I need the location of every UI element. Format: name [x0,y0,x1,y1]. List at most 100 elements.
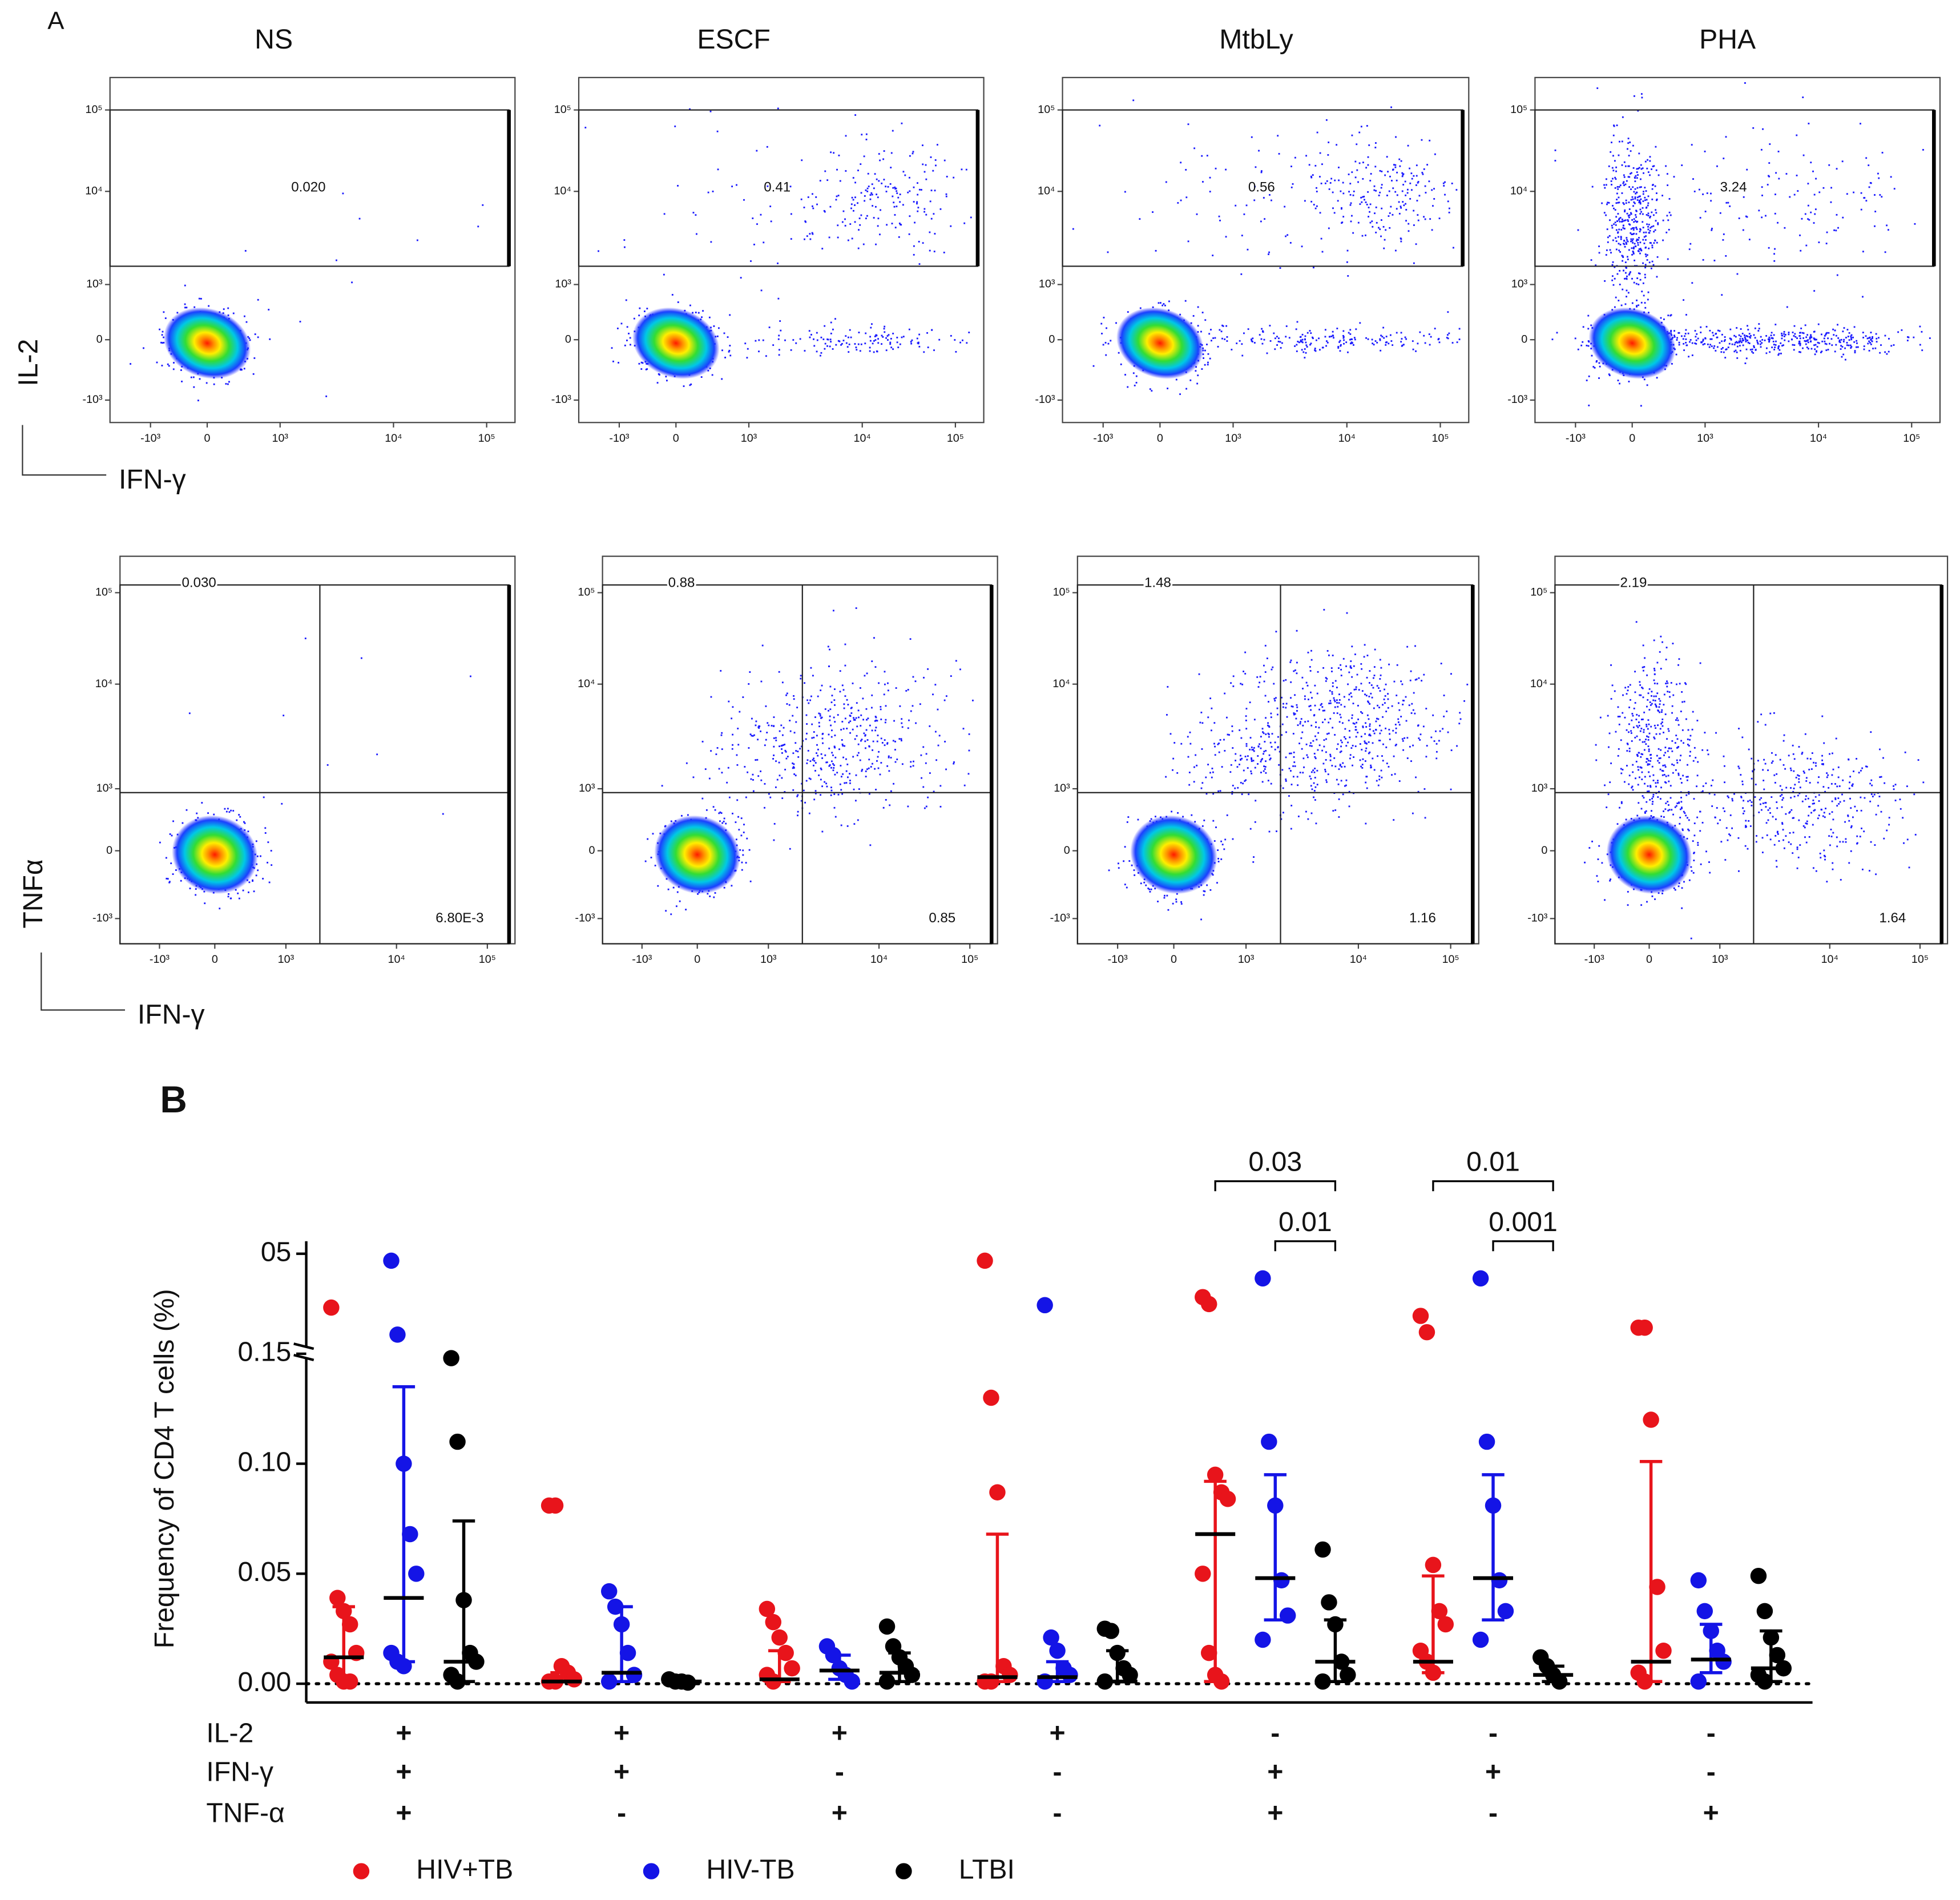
event-dot [1404,180,1406,183]
event-dot [1390,340,1393,342]
event-dot [1405,209,1408,211]
event-dot [1209,357,1211,360]
event-dot [935,164,937,167]
event-dot [1830,201,1832,203]
event-dot [1207,353,1209,355]
event-dot [1318,349,1321,351]
event-dot [819,354,821,357]
event-dot [813,731,815,733]
event-dot [1389,334,1392,336]
event-dot [1633,227,1635,229]
event-dot [1792,344,1794,346]
event-dot [701,797,704,800]
event-dot [1398,201,1400,203]
event-dot [1428,180,1430,183]
event-dot [793,773,796,775]
event-dot [1805,340,1807,342]
event-dot [910,761,912,763]
event-dot [182,822,184,824]
event-dot [1640,186,1642,188]
event-dot [658,373,660,375]
event-dot [1805,343,1807,345]
event-dot [1158,302,1160,304]
event-dot [1355,328,1357,330]
event-dot [852,728,854,731]
x-tick-label: 10³ [278,953,295,966]
event-dot [1221,324,1223,326]
event-dot [862,243,865,245]
event-dot [1637,241,1639,244]
event-dot [611,347,613,349]
event-dot [1830,338,1833,340]
event-dot [856,735,858,737]
event-dot [1654,229,1656,231]
event-dot [1657,222,1659,224]
event-dot [822,732,824,735]
event-dot [871,193,873,196]
event-dot [884,744,886,747]
event-dot [852,682,854,684]
event-dot [721,732,723,734]
event-dot [1723,158,1725,160]
event-dot [1406,188,1409,191]
event-dot [778,334,780,337]
event-dot [262,878,264,880]
event-dot [776,778,779,781]
event-dot [844,664,846,667]
event-dot [1630,228,1632,230]
event-dot [1635,175,1637,177]
event-dot [1668,198,1671,200]
event-dot [1295,328,1297,330]
event-dot [803,207,805,208]
event-dot [1598,245,1600,248]
event-dot [821,716,823,719]
event-dot [766,732,768,733]
event-dot [1774,212,1776,215]
event-dot [1698,188,1700,191]
event-dot [1631,233,1633,235]
event-dot [757,775,760,777]
event-dot [172,368,175,370]
event-dot [813,338,814,340]
event-dot [1196,382,1199,385]
event-dot [921,777,922,779]
event-dot [1202,181,1204,183]
event-dot [1754,337,1756,339]
event-dot [1383,247,1385,249]
event-dot [1647,171,1650,174]
event-dot [1655,220,1657,222]
event-dot [833,152,835,154]
event-dot [1587,328,1590,330]
event-dot [918,345,921,348]
event-dot [1669,214,1672,216]
event-dot [1346,261,1348,263]
event-dot [1665,231,1668,233]
event-dot [899,343,901,345]
event-dot [1453,247,1454,249]
event-dot [742,854,744,856]
event-dot [1310,175,1312,178]
event-dot [839,691,841,693]
event-dot [1195,370,1197,372]
event-dot [1612,155,1614,157]
event-dot [1357,181,1359,183]
event-dot [1316,187,1317,189]
event-dot [853,717,854,719]
event-dot [1388,215,1390,217]
event-dot [1306,346,1308,348]
event-dot [1608,374,1611,377]
event-dot [795,750,797,752]
event-dot [1333,212,1336,214]
event-dot [939,208,942,210]
event-dot [1278,337,1280,340]
event-dot [898,236,900,238]
event-dot [1644,273,1646,276]
event-dot [1618,196,1620,199]
event-dot [832,328,834,330]
event-dot [1401,175,1404,178]
event-dot [1768,340,1771,342]
event-dot [1369,180,1372,181]
event-dot [1266,352,1268,354]
event-dot [667,888,670,890]
event-dot [1214,337,1216,339]
